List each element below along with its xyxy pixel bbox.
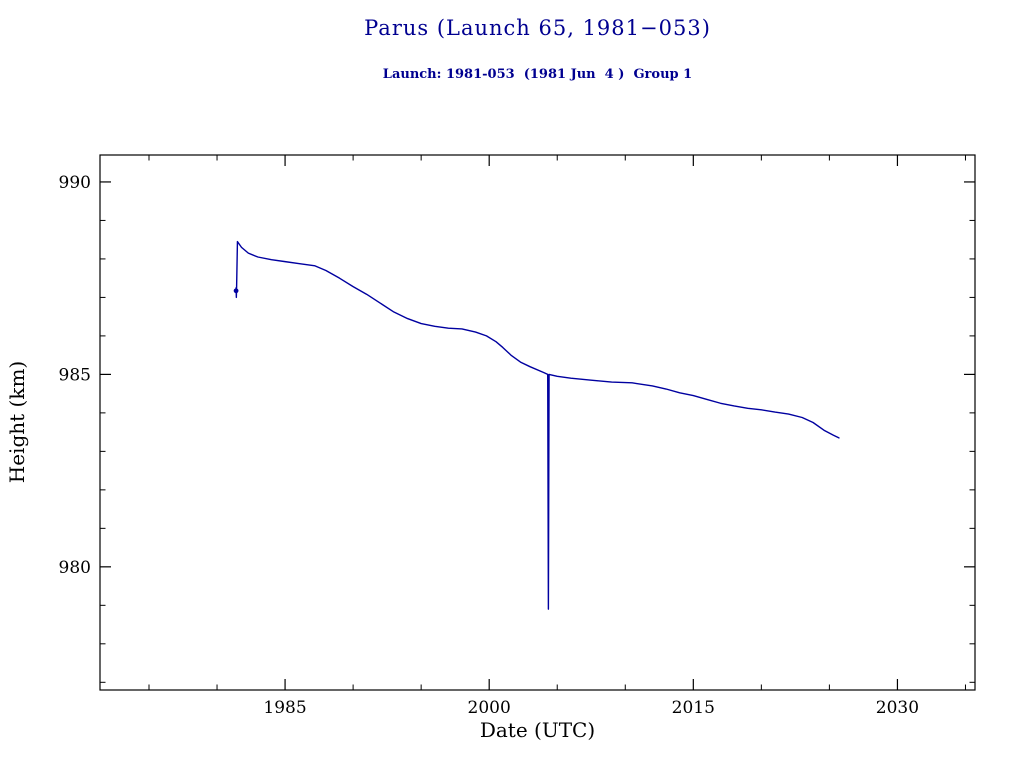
- series-start-marker: [233, 288, 239, 294]
- x-tick-label: 2000: [468, 698, 511, 718]
- y-tick-label: 985: [59, 365, 91, 385]
- chart-title: Parus (Launch 65, 1981−053): [364, 16, 711, 40]
- chart-subtitle: Launch: 1981-053 (1981 Jun 4 ) Group 1: [382, 67, 693, 82]
- x-tick-label: 2030: [876, 698, 919, 718]
- y-tick-label: 980: [59, 558, 91, 578]
- series-line-orbital-height: [235, 240, 840, 610]
- plot-frame: [99, 154, 976, 691]
- y-tick-label: 990: [59, 173, 91, 193]
- x-tick-label: 1985: [263, 698, 306, 718]
- x-tick-label: 2015: [672, 698, 715, 718]
- x-axis-title: Date (UTC): [479, 718, 596, 742]
